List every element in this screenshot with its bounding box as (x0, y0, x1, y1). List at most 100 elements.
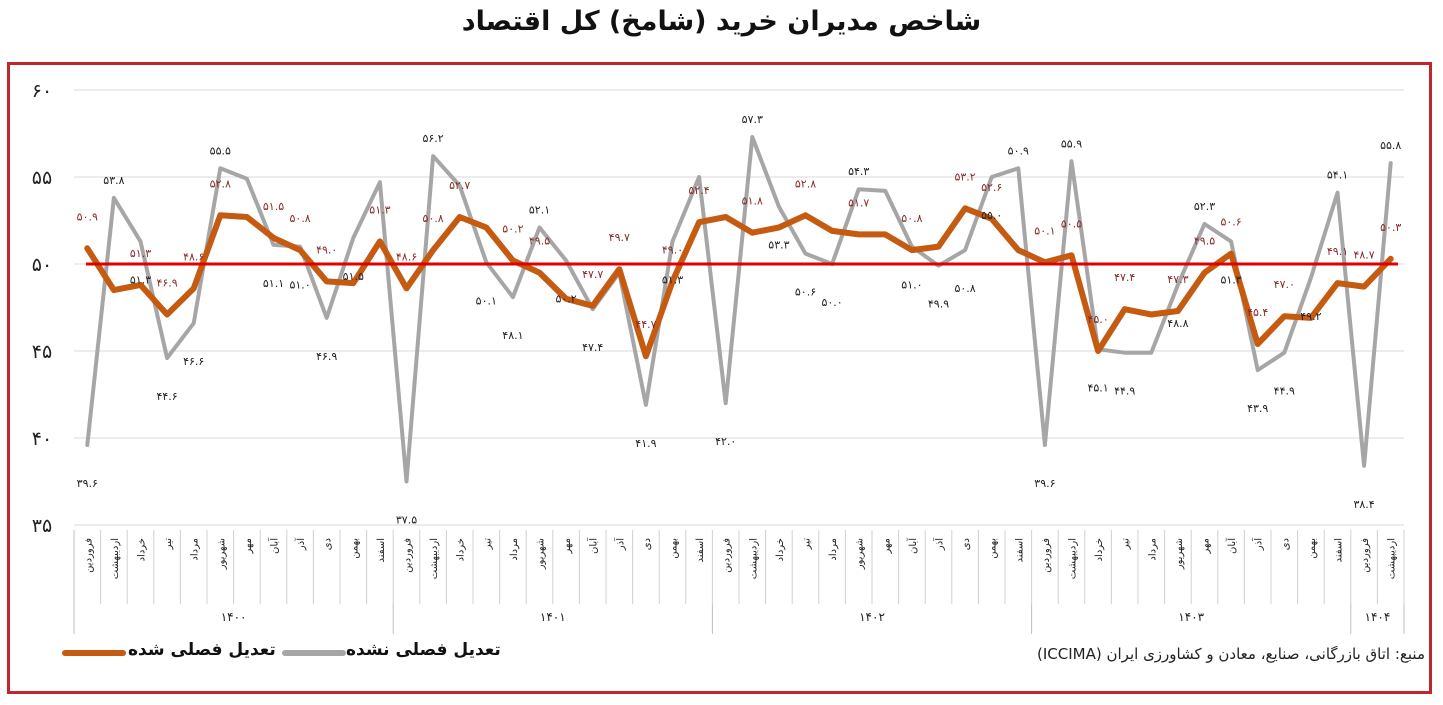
data-label: ۴۹.۰ (662, 243, 683, 256)
data-label: ۵۳.۲ (954, 170, 975, 183)
data-label: ۵۲.۸ (210, 177, 231, 190)
x-tick-label: فروردین (722, 538, 733, 573)
data-label: ۴۷.۴ (582, 341, 603, 354)
data-label: ۵۲.۴ (688, 184, 709, 197)
data-label: ۵۰.۱ (1034, 224, 1055, 237)
data-label: ۵۰.۱ (476, 294, 497, 307)
y-tick-label: ۶۰ (32, 80, 52, 102)
series-line (85, 135, 1393, 484)
x-tick-label: شهریور (216, 538, 227, 570)
data-label: ۴۹.۱ (1327, 245, 1348, 258)
data-label: ۴۹.۲ (1300, 310, 1321, 323)
data-label: ۵۰.۸ (289, 212, 310, 225)
data-label: ۴۶.۹ (316, 350, 337, 363)
data-label: ۵۱.۷ (848, 196, 869, 209)
data-label: ۵۱.۱ (263, 277, 284, 290)
data-label: ۵۰.۶ (795, 286, 816, 299)
data-label: ۵۴.۱ (1327, 169, 1348, 182)
y-tick-label: ۴۵ (32, 341, 52, 363)
data-label: ۵۱.۸ (742, 195, 763, 208)
x-tick-label: مرداد (828, 538, 839, 561)
y-tick-label: ۴۰ (32, 428, 52, 450)
chart-title: شاخص مدیران خرید (شامخ) کل اقتصاد (461, 6, 982, 37)
year-label: ۱۴۰۳ (1178, 610, 1204, 624)
x-tick-label: اسفند (695, 538, 706, 562)
data-label: ۵۱.۳ (130, 273, 151, 286)
data-label: ۴۴.۹ (1274, 385, 1295, 398)
x-tick-label: دی (1280, 538, 1291, 550)
data-label: ۵۲.۷ (449, 179, 470, 192)
data-label: ۵۳.۸ (103, 174, 124, 187)
x-tick-label: فروردین (1360, 538, 1371, 573)
x-tick-label: اردیبهشت (1068, 538, 1079, 579)
data-label: ۵۱.۳ (369, 203, 390, 216)
y-tick-label: ۵۰ (32, 254, 52, 276)
x-tick-label: دی (642, 538, 653, 550)
x-tick-label: اردیبهشت (748, 538, 759, 579)
x-axis: فروردین اردیبهشت خرداد تیر مرداد شهریور مهر آبا… (73, 530, 1405, 634)
x-tick-label: فروردین (1041, 538, 1052, 573)
data-label: ۴۹.۰ (316, 243, 337, 256)
x-tick-label: فروردین (403, 538, 414, 573)
data-label: ۴۴.۷ (635, 318, 656, 331)
x-tick-label: مهر (243, 538, 254, 554)
x-tick-label: دی (961, 538, 972, 550)
year-label: ۱۴۰۰ (221, 610, 247, 624)
x-tick-label: آبان (1225, 537, 1238, 554)
x-tick-label: مهر (881, 538, 892, 554)
x-tick-label: بهمن (988, 538, 999, 559)
x-tick-label: مرداد (190, 538, 201, 561)
data-label: ۴۹.۵ (529, 235, 550, 248)
data-label: ۴۶.۹ (156, 276, 177, 289)
x-tick-label: آبان (268, 537, 281, 554)
data-label: ۵۴.۳ (848, 165, 869, 178)
data-label: ۴۷.۰ (1274, 278, 1295, 291)
data-label: ۵۲.۱ (529, 203, 550, 216)
year-label: ۱۴۰۲ (859, 610, 885, 624)
data-label: ۴۵.۰ (1087, 313, 1108, 326)
data-label: ۴۳.۹ (1247, 402, 1268, 415)
x-tick-label: بهمن (1307, 538, 1318, 559)
data-label: ۳۹.۶ (1034, 477, 1055, 490)
data-label: ۳۹.۶ (77, 477, 98, 490)
data-label: ۵۶.۲ (422, 132, 443, 145)
x-tick-label: اردیبهشت (429, 538, 440, 579)
data-label: ۵۰.۹ (1008, 144, 1029, 157)
data-label: ۵۰.۹ (77, 210, 98, 223)
x-tick-label: آذر (294, 537, 307, 551)
data-label: ۴۵.۴ (1247, 306, 1268, 319)
data-label: ۵۲.۶ (981, 181, 1002, 194)
data-label: ۴۸.۷ (1353, 249, 1374, 262)
data-label: ۴۸.۱ (502, 329, 523, 342)
data-label: ۴۹.۷ (609, 231, 630, 244)
data-label: ۵۰.۲ (502, 223, 523, 236)
data-label: ۴۷.۴ (1114, 271, 1135, 284)
data-label: ۳۷.۵ (396, 514, 417, 527)
data-label: ۴۱.۹ (635, 437, 656, 450)
chart-frame (7, 62, 1432, 694)
legend-not-seasonally-adjusted: تعدیل فصلی نشده (346, 640, 501, 660)
year-label: ۱۴۰۴ (1365, 610, 1391, 624)
data-label: ۴۹.۵ (1194, 235, 1215, 248)
x-tick-label: مهر (1201, 538, 1212, 554)
data-label: ۴۸.۸ (1167, 317, 1188, 330)
data-label: ۵۱.۳ (1220, 273, 1241, 286)
data-label: ۵۰.۶ (1220, 216, 1241, 229)
x-tick-label: فروردین (83, 538, 94, 573)
x-tick-label: خرداد (1094, 538, 1105, 561)
data-label: ۵۰.۲ (555, 293, 576, 306)
data-label: ۵۲.۸ (795, 177, 816, 190)
data-label: ۵۰.۳ (1380, 221, 1401, 234)
data-label: ۵۵.۹ (1061, 137, 1082, 150)
x-tick-label: تیر (802, 538, 813, 551)
x-tick-label: تیر (482, 538, 493, 551)
x-tick-label: بهمن (349, 538, 360, 559)
data-labels-not-seasonally-adjusted: ۳۹.۶ ۵۳.۸ ۵۱.۳ ۴۴.۶ ۴۶.۶ ۵۵.۵ ۵۱.۱ ۵۱.۰ ۴۶.۹ ۵۱.۵… (77, 113, 1402, 527)
data-label: ۴۶.۶ (183, 355, 204, 368)
series-line (84, 205, 1394, 360)
data-label: ۵۵.۵ (210, 144, 231, 157)
series-seasonally-adjusted (84, 205, 1394, 360)
legend-seasonally-adjusted: تعدیل فصلی شده (128, 640, 276, 660)
data-labels-seasonally-adjusted: ۵۰.۹ ۵۱.۳ ۴۶.۹ ۴۸.۶ ۵۲.۸ ۵۱.۵ ۵۰.۸ ۴۹.۰ ۵۱.۳ ۴۸.۶… (77, 170, 1402, 331)
